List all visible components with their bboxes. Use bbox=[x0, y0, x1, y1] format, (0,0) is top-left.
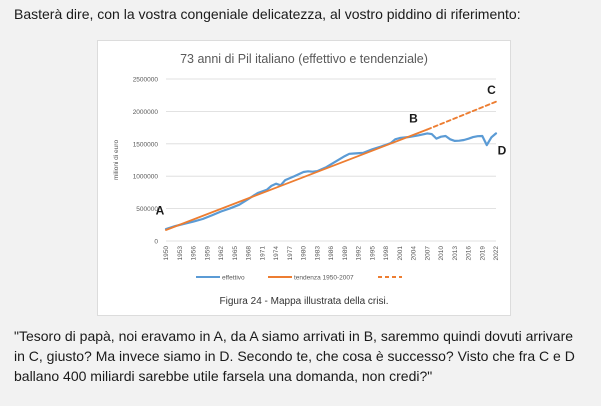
chart-figure: 73 anni di Pil italiano (effettivo e ten… bbox=[97, 40, 511, 316]
y-tick-label: 500000 bbox=[136, 206, 158, 213]
x-tick-label: 1980 bbox=[301, 246, 308, 261]
quote-line: in C, giusto? Ma invece siamo in D. Seco… bbox=[14, 348, 575, 364]
legend-label: effettivo bbox=[222, 275, 245, 282]
x-tick-label: 1971 bbox=[259, 246, 266, 261]
x-tick-label: 1989 bbox=[342, 246, 349, 261]
series-line-dashed bbox=[426, 100, 497, 131]
quote-text: "Tesoro di papà, noi eravamo in A, da A … bbox=[14, 326, 594, 386]
annotation-label: D bbox=[498, 143, 507, 157]
annotation-label: C bbox=[487, 83, 496, 97]
legend-label: tendenza 1950-2007 bbox=[294, 275, 354, 282]
figure-caption: Figura 24 - Mappa illustrata della crisi… bbox=[219, 296, 389, 307]
x-tick-label: 2007 bbox=[424, 246, 431, 261]
x-tick-label: 1968 bbox=[246, 246, 253, 261]
x-tick-label: 2013 bbox=[452, 246, 459, 261]
x-tick-label: 1962 bbox=[218, 246, 225, 261]
x-tick-label: 1977 bbox=[287, 246, 294, 261]
y-tick-label: 0 bbox=[154, 239, 158, 246]
series-line-effettivo bbox=[164, 132, 498, 231]
chart-title: 73 anni di Pil italiano (effettivo e ten… bbox=[180, 52, 428, 66]
x-tick-label: 1965 bbox=[232, 246, 239, 261]
x-tick-label: 1974 bbox=[273, 246, 280, 261]
x-tick-label: 1959 bbox=[204, 246, 211, 261]
y-tick-label: 2000000 bbox=[133, 109, 159, 116]
x-tick-label: 2010 bbox=[438, 246, 445, 261]
x-tick-label: 2001 bbox=[397, 246, 404, 261]
x-tick-label: 2016 bbox=[466, 246, 473, 261]
x-tick-label: 1956 bbox=[191, 246, 198, 261]
intro-text: Basterà dire, con la vostra congeniale d… bbox=[14, 6, 521, 22]
y-tick-label: 2500000 bbox=[133, 77, 159, 84]
x-tick-label: 1950 bbox=[163, 246, 170, 261]
x-tick-label: 1995 bbox=[369, 246, 376, 261]
x-tick-label: 2004 bbox=[411, 246, 418, 261]
x-tick-label: 1983 bbox=[314, 246, 321, 261]
x-tick-label: 1953 bbox=[177, 246, 184, 261]
y-tick-label: 1000000 bbox=[133, 174, 159, 181]
x-tick-label: 1998 bbox=[383, 246, 390, 261]
line-chart: 73 anni di Pil italiano (effettivo e ten… bbox=[113, 52, 507, 282]
annotation-label: A bbox=[156, 203, 165, 217]
x-tick-label: 1986 bbox=[328, 246, 335, 261]
x-tick-label: 1992 bbox=[356, 246, 363, 261]
y-axis-label: milioni di euro bbox=[113, 140, 120, 180]
series-line-tendenza bbox=[165, 128, 429, 231]
x-tick-label: 2019 bbox=[479, 246, 486, 261]
y-tick-label: 1500000 bbox=[133, 141, 159, 148]
x-tick-label: 2022 bbox=[493, 246, 500, 261]
annotation-label: B bbox=[409, 111, 418, 125]
quote-line: ballano 400 miliardi sarebbe utile farse… bbox=[14, 368, 433, 384]
quote-line: "Tesoro di papà, noi eravamo in A, da A … bbox=[14, 328, 574, 344]
